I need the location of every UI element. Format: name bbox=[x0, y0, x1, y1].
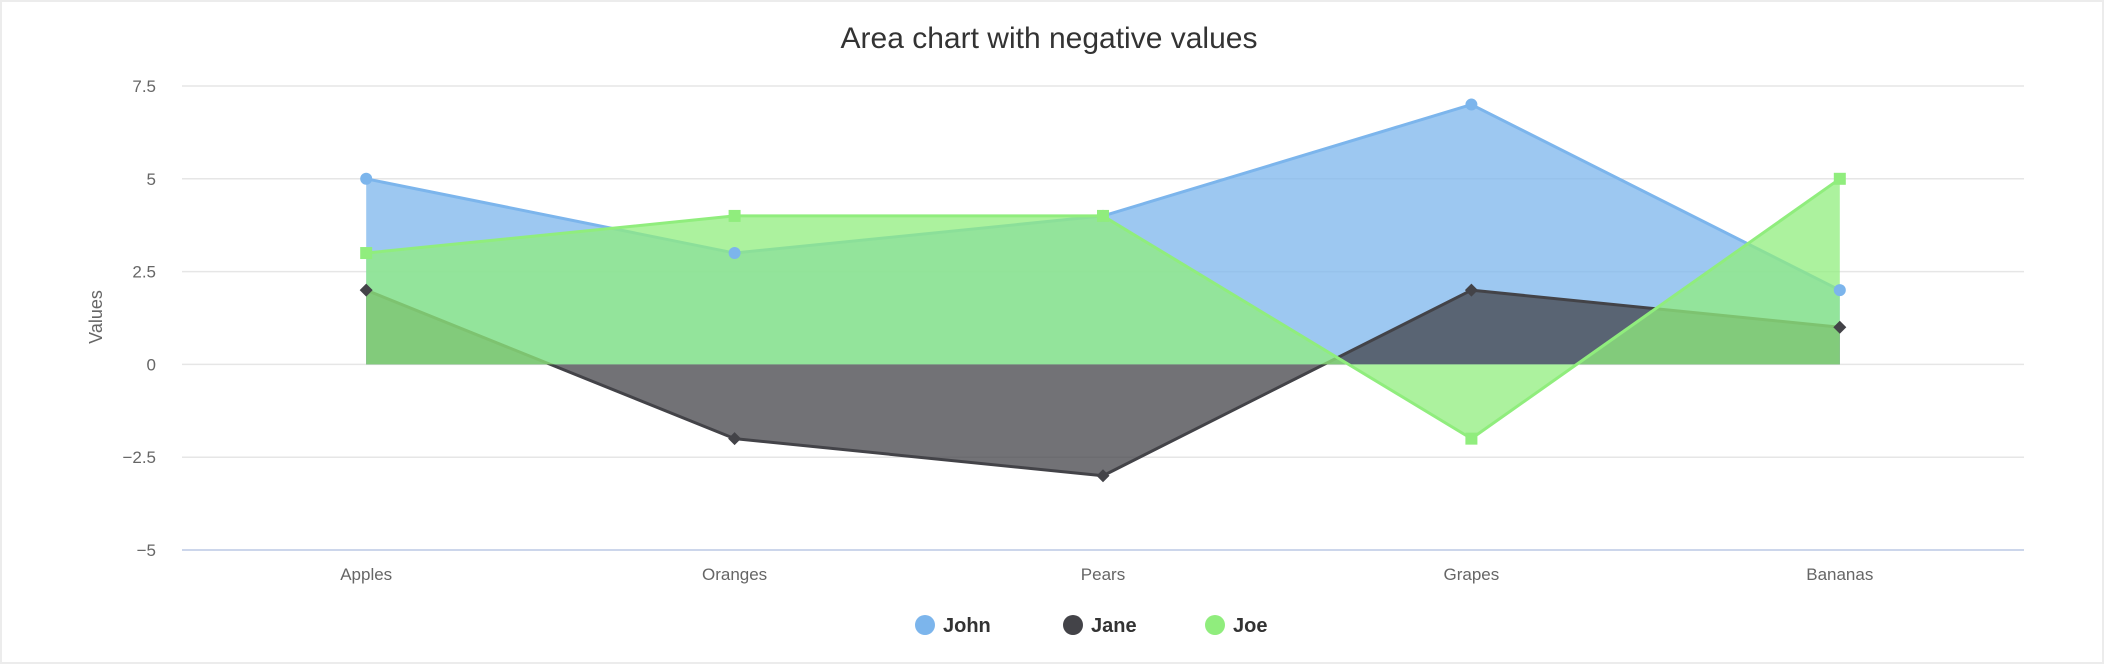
data-point-joe-grapes[interactable] bbox=[1465, 432, 1478, 445]
data-point-joe-oranges[interactable] bbox=[728, 209, 741, 222]
data-point-jane-pears[interactable] bbox=[1096, 469, 1110, 483]
y-tick-label: 5 bbox=[147, 170, 156, 189]
y-axis-title: Values bbox=[86, 290, 106, 344]
legend-label-joe: Joe bbox=[1233, 615, 1267, 637]
data-point-john-grapes[interactable] bbox=[1465, 98, 1478, 111]
data-point-john-bananas[interactable] bbox=[1833, 284, 1846, 297]
data-point-joe-pears[interactable] bbox=[1097, 209, 1109, 222]
series-area-jane bbox=[366, 290, 1840, 476]
x-axis-ticks: Apples Oranges Pears Grapes Bananas bbox=[340, 565, 1873, 584]
data-point-joe-bananas[interactable] bbox=[1833, 172, 1846, 185]
y-tick-label: 2.5 bbox=[132, 263, 156, 282]
data-point-jane-oranges[interactable] bbox=[728, 432, 742, 446]
data-point-jane-bananas[interactable] bbox=[1833, 320, 1847, 334]
legend-item-john[interactable]: John bbox=[915, 615, 991, 637]
series-markers bbox=[359, 98, 1847, 483]
x-tick-label-oranges: Oranges bbox=[702, 565, 767, 584]
series-areas bbox=[365, 103, 1841, 478]
legend-label-jane: Jane bbox=[1091, 615, 1137, 637]
data-point-john-apples[interactable] bbox=[360, 172, 373, 185]
x-tick-label-grapes: Grapes bbox=[1444, 565, 1500, 584]
legend-label-john: John bbox=[943, 615, 991, 637]
y-tick-label: 0 bbox=[147, 355, 156, 374]
data-point-jane-apples[interactable] bbox=[359, 283, 373, 297]
x-tick-label-pears: Pears bbox=[1081, 565, 1125, 584]
y-tick-label: 7.5 bbox=[132, 77, 156, 96]
legend-swatch-jane bbox=[1063, 615, 1083, 635]
data-point-john-oranges[interactable] bbox=[728, 247, 741, 260]
series-area-joe bbox=[366, 178, 1840, 439]
legend-item-jane[interactable]: Jane bbox=[1063, 615, 1137, 637]
y-tick-label: −2.5 bbox=[122, 448, 156, 467]
legend: John Jane Joe bbox=[915, 615, 1267, 637]
y-tick-label: −5 bbox=[137, 541, 156, 560]
legend-swatch-joe bbox=[1205, 615, 1225, 635]
legend-item-joe[interactable]: Joe bbox=[1205, 615, 1267, 637]
data-point-joe-apples[interactable] bbox=[360, 247, 373, 260]
y-axis-ticks: 7.5 5 2.5 0 −2.5 −5 bbox=[122, 77, 156, 560]
x-tick-label-bananas: Bananas bbox=[1806, 565, 1873, 584]
legend-swatch-john bbox=[915, 615, 935, 635]
chart-title: Area chart with negative values bbox=[841, 22, 1258, 55]
data-point-jane-grapes[interactable] bbox=[1464, 283, 1478, 297]
x-tick-label-apples: Apples bbox=[340, 565, 392, 584]
